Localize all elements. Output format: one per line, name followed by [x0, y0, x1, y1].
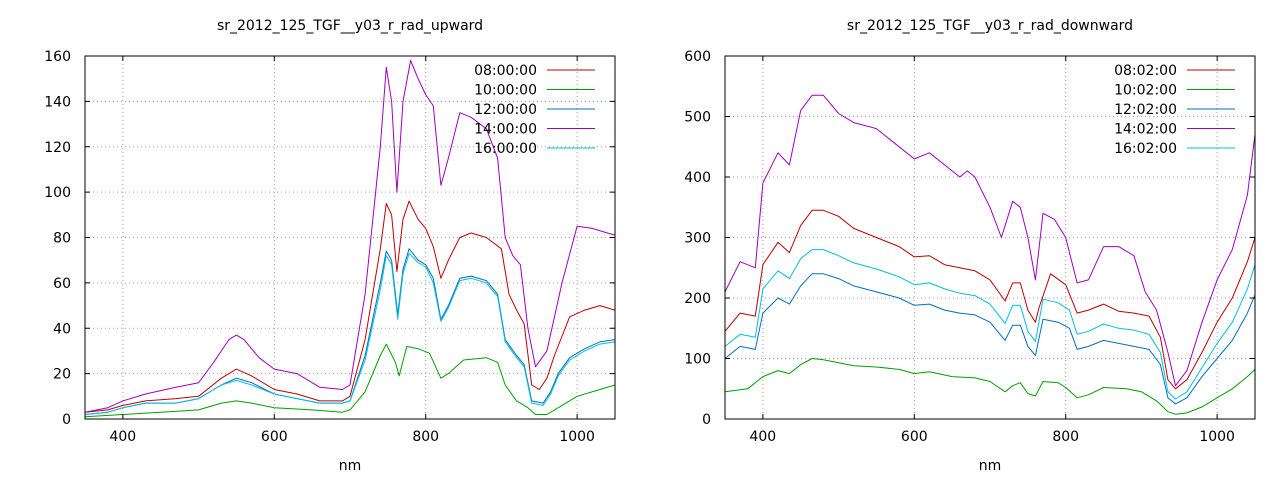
y-tick-label: 400: [684, 170, 711, 186]
y-tick-label: 120: [44, 140, 71, 156]
y-tick-label: 100: [684, 352, 711, 368]
chart-title: sr_2012_125_TGF__y03_r_rad_downward: [847, 18, 1133, 34]
legend: 08:00:00 10:00:00 12:00:00 14:00:00 16:00:00: [474, 63, 595, 157]
x-tick-label: 800: [412, 429, 439, 445]
y-tick-label: 20: [53, 367, 71, 383]
y-tick-label: 300: [684, 231, 711, 247]
x-tick-label: 400: [749, 429, 776, 445]
y-tick-label: 100: [44, 185, 71, 201]
x-tick-label: 800: [1052, 429, 1079, 445]
y-tick-label: 60: [53, 276, 71, 292]
y-tick-label: 200: [684, 291, 711, 307]
series-line-16:00:00: [85, 252, 615, 415]
ticks: 400 600 800 1000 0 100 200 300 400 500 600: [684, 49, 1255, 445]
legend-label: 14:02:00: [1114, 122, 1177, 138]
series-line-10:02:00: [725, 358, 1255, 415]
series-group: [85, 60, 615, 418]
series-line-14:00:00: [85, 60, 615, 413]
y-tick-label: 500: [684, 110, 711, 126]
x-axis-label: nm: [339, 458, 362, 474]
series-line-08:02:00: [725, 209, 1255, 390]
legend-label: 16:02:00: [1114, 141, 1177, 157]
series-line-10:00:00: [85, 343, 615, 418]
series-line-14:02:00: [725, 94, 1255, 387]
legend-label: 10:02:00: [1114, 83, 1177, 99]
x-tick-label: 600: [901, 429, 928, 445]
grid: [85, 56, 615, 419]
y-tick-label: 600: [684, 49, 711, 65]
y-tick-label: 160: [44, 49, 71, 65]
chart-upward: sr_2012_125_TGF__y03_r_rad_upward nm 400…: [44, 18, 616, 474]
y-tick-label: 0: [702, 412, 711, 428]
y-tick-label: 40: [53, 321, 71, 337]
y-tick-label: 80: [53, 231, 71, 247]
series-line-12:02:00: [725, 273, 1255, 405]
legend-label: 08:00:00: [474, 63, 537, 79]
legend-label: 14:00:00: [474, 122, 537, 138]
series-line-16:02:00: [725, 249, 1255, 400]
legend-label: 08:02:00: [1114, 63, 1177, 79]
x-tick-label: 1000: [1199, 429, 1235, 445]
x-tick-label: 1000: [559, 429, 595, 445]
legend: 08:02:00 10:02:00 12:02:00 14:02:00 16:02:00: [1114, 63, 1235, 157]
series-group: [725, 94, 1255, 415]
chart-title: sr_2012_125_TGF__y03_r_rad_upward: [217, 18, 483, 34]
legend-label: 12:00:00: [474, 102, 537, 118]
chart-downward: sr_2012_125_TGF__y03_r_rad_downward nm 4…: [684, 18, 1256, 474]
series-line-08:00:00: [85, 200, 615, 413]
series-line-12:00:00: [85, 248, 615, 415]
y-tick-label: 140: [44, 94, 71, 110]
x-axis-label: nm: [979, 458, 1002, 474]
grid: [725, 56, 1255, 419]
x-tick-label: 600: [261, 429, 288, 445]
x-tick-label: 400: [109, 429, 136, 445]
ticks: 400 600 800 1000 0 20 40 60 80 100 120 140 160: [44, 49, 615, 445]
legend-label: 10:00:00: [474, 83, 537, 99]
plot-frame: [724, 55, 1256, 420]
y-tick-label: 0: [62, 412, 71, 428]
plot-frame: [84, 55, 616, 420]
legend-label: 16:00:00: [474, 141, 537, 157]
legend-label: 12:02:00: [1114, 102, 1177, 118]
